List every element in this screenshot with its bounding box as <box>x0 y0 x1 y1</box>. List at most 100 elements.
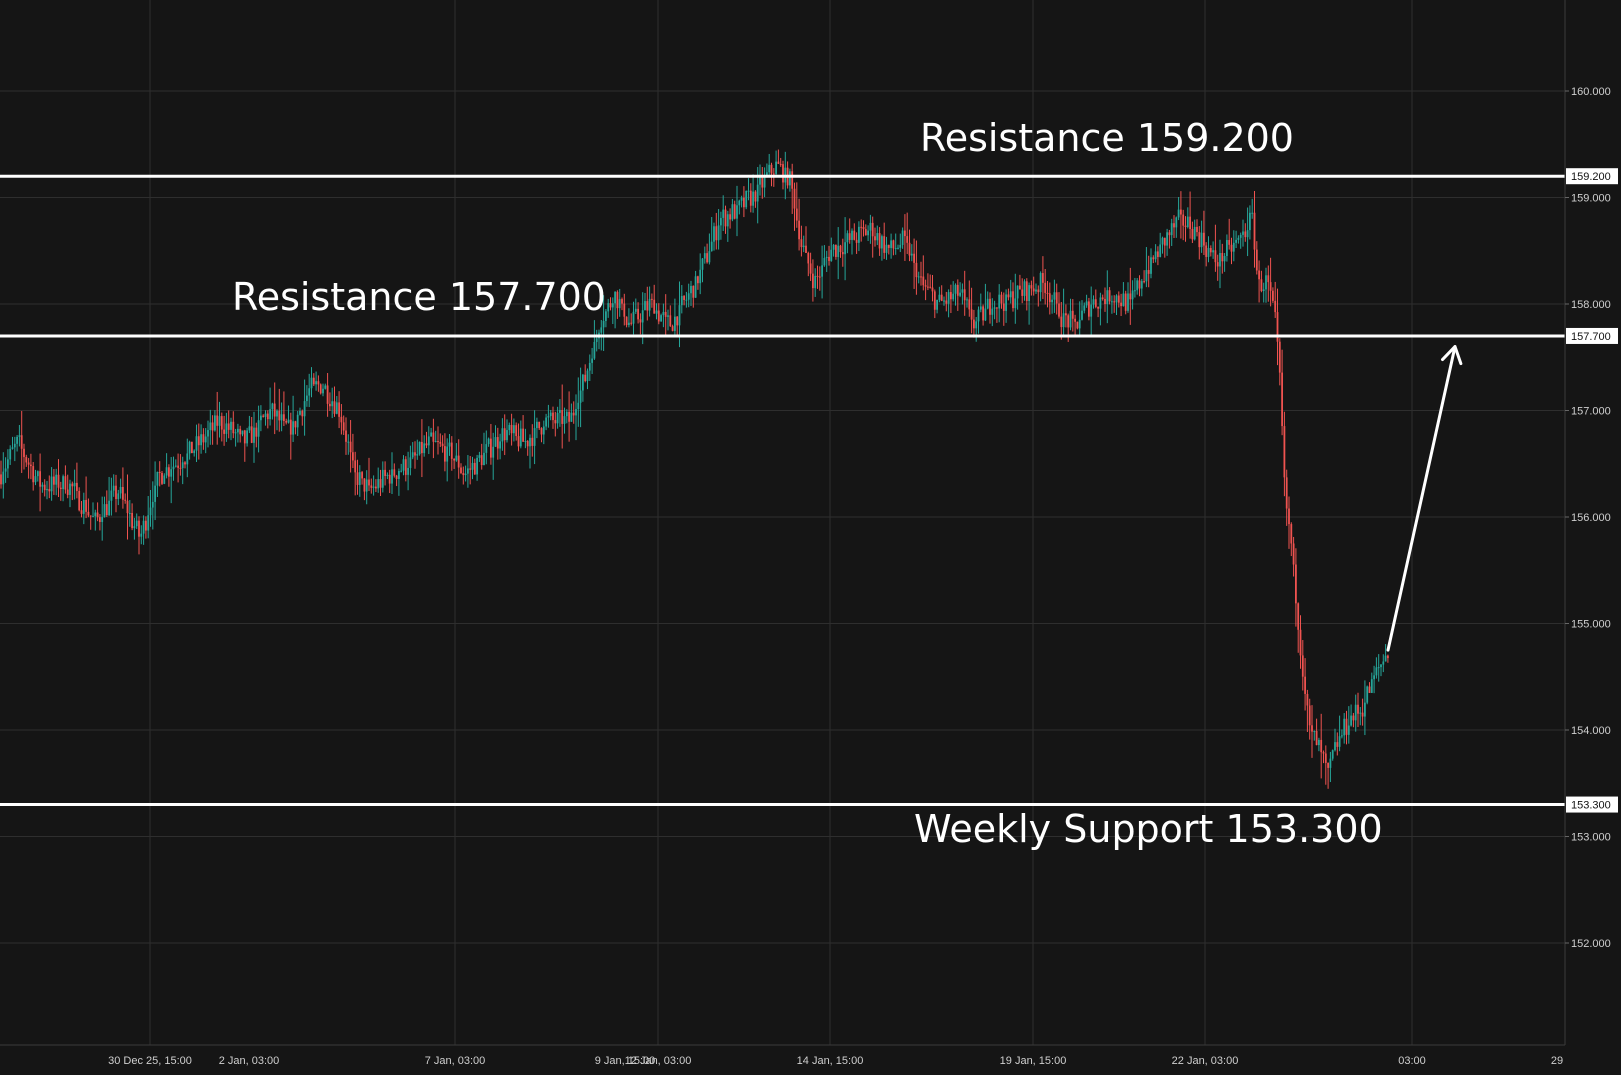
candle-body <box>1345 718 1348 735</box>
candle <box>910 244 913 262</box>
candle <box>25 454 28 467</box>
candle-body <box>1354 704 1357 721</box>
candle-body <box>506 430 508 441</box>
candle-body <box>996 307 998 309</box>
price-tick-label-2: 158.000 <box>1571 299 1611 311</box>
candle <box>391 452 393 494</box>
candle-body <box>375 486 377 489</box>
candle-body <box>368 479 370 486</box>
candle <box>841 238 844 267</box>
candle-body <box>694 276 697 298</box>
candle-body <box>358 472 361 485</box>
candle-body <box>1048 293 1051 303</box>
candle-body <box>1295 564 1297 604</box>
candle-body <box>1184 225 1187 227</box>
candle-body <box>78 490 81 511</box>
candle-body <box>437 440 439 442</box>
candle-body <box>133 526 136 529</box>
candle-body <box>973 319 975 329</box>
candle-body <box>738 200 741 206</box>
candle <box>308 373 311 408</box>
candle-body <box>1037 289 1040 293</box>
level-lines <box>0 174 1565 807</box>
candle <box>1065 304 1067 328</box>
candle <box>276 409 278 431</box>
candle-body <box>0 474 2 485</box>
candle <box>241 430 244 437</box>
candle-body <box>338 402 340 417</box>
candle-body <box>540 428 543 435</box>
candle <box>331 387 334 419</box>
candle <box>1338 715 1341 752</box>
candle-body <box>1209 248 1212 253</box>
candle-body <box>142 520 145 534</box>
candle <box>370 478 373 494</box>
candle <box>519 420 522 449</box>
candle <box>588 354 591 381</box>
candle <box>117 489 120 506</box>
candle <box>1058 292 1060 319</box>
candle <box>462 466 465 485</box>
candle-body <box>1246 230 1249 238</box>
candle-body <box>657 310 660 322</box>
candle <box>701 257 704 283</box>
candle-body <box>885 244 888 253</box>
candle <box>1276 288 1279 366</box>
candle <box>140 525 143 545</box>
candle <box>338 391 340 429</box>
candle-body <box>1281 372 1283 427</box>
candle <box>105 490 108 518</box>
candle <box>36 470 39 482</box>
candle-body <box>1387 655 1389 659</box>
candle <box>862 220 865 237</box>
candle-body <box>462 472 465 476</box>
candle <box>703 246 706 264</box>
candle-body <box>508 424 511 431</box>
candle <box>676 316 679 336</box>
candle-body <box>676 316 679 326</box>
candle-body <box>324 385 327 389</box>
candle <box>207 420 209 448</box>
candle-body <box>956 284 959 296</box>
candle <box>188 440 191 460</box>
candle-body <box>115 485 117 500</box>
candle <box>1221 243 1224 274</box>
candle-body <box>446 446 449 462</box>
candle-body <box>73 482 76 487</box>
price-tick-label-4: 156.000 <box>1571 512 1611 524</box>
candle-body <box>59 487 62 490</box>
candle <box>446 438 449 482</box>
candle-body <box>202 434 205 443</box>
candle-body <box>510 424 513 434</box>
candle <box>637 302 639 324</box>
price-tick-label-8: 152.000 <box>1571 938 1611 950</box>
candle-body <box>699 269 702 284</box>
time-tick-label-0: 30 Dec 25, 15:00 <box>108 1055 192 1067</box>
candle <box>517 423 520 452</box>
candle <box>126 474 129 540</box>
candle-body <box>1212 250 1214 253</box>
candle-body <box>690 285 692 294</box>
candle-body <box>214 415 216 431</box>
candle <box>469 456 472 485</box>
candle <box>729 208 731 229</box>
candle <box>524 428 527 449</box>
candle <box>368 457 370 491</box>
candle-body <box>1028 285 1030 302</box>
arrow-head <box>1441 345 1463 366</box>
candle <box>1069 298 1072 331</box>
candle-body <box>1359 712 1362 714</box>
candle <box>66 474 69 499</box>
candle-body <box>848 233 851 240</box>
time-tick-label-6: 19 Jan, 15:00 <box>1000 1055 1067 1067</box>
candle <box>959 282 961 298</box>
candle <box>538 421 541 430</box>
candle <box>1304 658 1306 711</box>
candle <box>197 423 200 460</box>
candle-body <box>135 520 138 527</box>
candle-body <box>943 300 945 302</box>
candle <box>89 515 92 530</box>
candle <box>630 313 633 326</box>
candle-body <box>9 448 12 460</box>
